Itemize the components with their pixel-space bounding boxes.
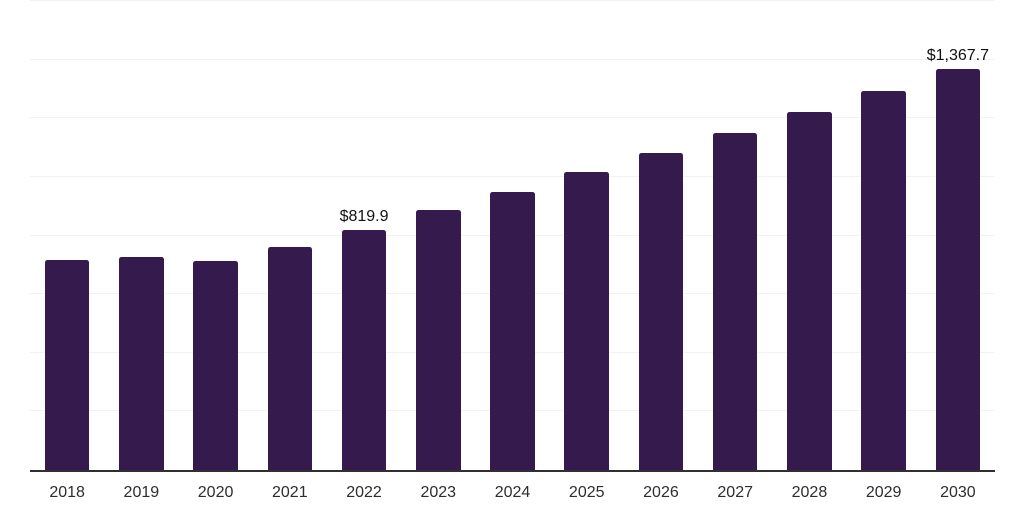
x-tick-label-2020: 2020 [197, 484, 234, 501]
bar-2024 [490, 191, 535, 470]
gridline-1000 [30, 175, 995, 177]
x-tick-label-2025: 2025 [568, 484, 605, 501]
bar-2026 [638, 153, 684, 470]
bar-2023 [416, 210, 461, 470]
bar-2018 [44, 260, 90, 470]
plot-area: $819.9 $1,367.7 [30, 0, 995, 470]
x-tick-label-2019: 2019 [123, 484, 160, 501]
x-tick-label-2018: 2018 [49, 484, 85, 501]
x-tick-label-2024: 2024 [494, 484, 531, 501]
data-label-2022: $819.9 [339, 207, 389, 225]
bar-2021 [267, 247, 313, 470]
x-axis: 2018 2019 2020 2021 2022 2023 2024 2025 2026 2027… [30, 484, 995, 504]
x-tick-label-2028: 2028 [791, 484, 828, 501]
bar-2019 [119, 257, 164, 470]
gridline-1600 [30, 0, 995, 1]
bar-2029 [861, 90, 906, 470]
bar-2020 [193, 260, 238, 470]
x-tick-label-2022: 2022 [346, 484, 382, 501]
x-tick-label-2030: 2030 [940, 484, 976, 501]
bar-2027 [712, 132, 758, 470]
x-tick-label-2023: 2023 [420, 484, 457, 501]
x-tick-label-2026: 2026 [643, 484, 679, 501]
bar-2028 [787, 111, 832, 470]
gridline-1200 [30, 117, 995, 119]
gridline-1400 [30, 58, 995, 60]
x-axis-line [30, 470, 995, 472]
bar-2025 [564, 172, 609, 470]
x-tick-label-2027: 2027 [717, 484, 753, 501]
x-tick-label-2029: 2029 [865, 484, 902, 501]
bar-2030 [935, 69, 981, 470]
bar-2022 [341, 229, 387, 470]
data-label-2030: $1,367.7 [926, 47, 990, 65]
x-tick-label-2021: 2021 [272, 484, 308, 501]
